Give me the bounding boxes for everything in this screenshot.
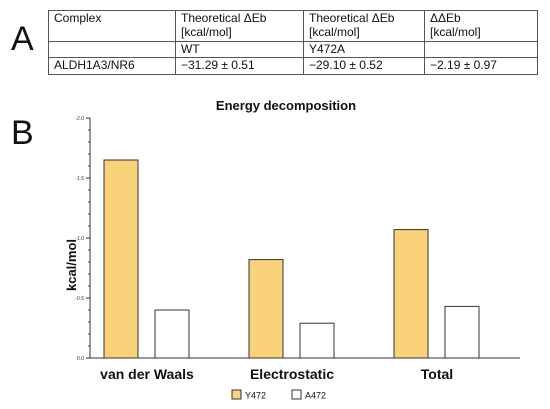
header-mut: Theoretical ΔEb [kcal/mol] — [303, 10, 425, 42]
cell-wt: −31.29 ± 0.51 — [175, 57, 304, 76]
table-row: ALDH1A3/NR6 −31.29 ± 0.51 −29.10 ± 0.52 … — [48, 57, 538, 76]
y-tick-label: 0.0 — [77, 356, 84, 362]
legend-swatch-a472 — [291, 389, 302, 400]
header-dd-unit: [kcal/mol] — [430, 24, 481, 39]
legend-label-a472: A472 — [305, 391, 326, 401]
subheader-empty — [48, 40, 176, 59]
header-mut-title: Theoretical ΔEb — [309, 11, 395, 25]
table-subheader-row: WT Y472A — [48, 40, 538, 59]
header-dd: ΔΔEb [kcal/mol] — [424, 10, 538, 42]
binding-energy-table: Complex Theoretical ΔEb [kcal/mol] Theor… — [48, 10, 538, 76]
header-wt-title: Theoretical ΔEb — [181, 11, 267, 25]
bars — [103, 159, 480, 359]
y-tick-label: -1.5 — [75, 176, 84, 182]
y-tick-label: -2.0 — [75, 116, 84, 122]
header-wt: Theoretical ΔEb [kcal/mol] — [175, 10, 304, 42]
subheader-dd — [424, 40, 538, 59]
table-header-row: Complex Theoretical ΔEb [kcal/mol] Theor… — [48, 10, 538, 42]
y-tick-label: -0.5 — [75, 296, 84, 302]
y-tick-label: -1.0 — [75, 236, 84, 242]
header-wt-unit: [kcal/mol] — [181, 24, 232, 39]
y-axis-label: kcal/mol — [64, 239, 79, 291]
cell-mut: −29.10 ± 0.52 — [303, 57, 425, 76]
x-category-label: Total — [421, 366, 453, 382]
legend-label-y472: Y472 — [245, 391, 266, 401]
cell-complex: ALDH1A3/NR6 — [48, 57, 176, 76]
legend: Y472 A472 — [231, 389, 326, 401]
chart-title: Energy decomposition — [216, 98, 356, 113]
subheader-wt: WT — [175, 40, 304, 59]
energy-decomposition-chart: Energy decomposition kcal/mol -2.0 -1.5 -1… — [64, 98, 520, 401]
category-labels: van der Waals Electrostatic Total — [100, 366, 453, 382]
legend-swatch-y472 — [231, 389, 242, 400]
bar-a472-0 — [154, 309, 190, 359]
panel-label-b: B — [11, 114, 34, 152]
cell-dd: −2.19 ± 0.97 — [424, 57, 538, 76]
header-complex: Complex — [48, 10, 176, 42]
bar-y472-1 — [248, 259, 284, 359]
bar-a472-1 — [299, 322, 335, 359]
subheader-mut: Y472A — [303, 40, 425, 59]
bar-y472-0 — [103, 159, 139, 359]
bar-y472-2 — [393, 229, 429, 359]
panel-label-a: A — [11, 20, 34, 58]
bar-a472-2 — [444, 305, 480, 359]
x-category-label: van der Waals — [100, 366, 194, 382]
header-dd-title: ΔΔEb — [430, 11, 461, 25]
x-category-label: Electrostatic — [250, 366, 334, 382]
header-mut-unit: [kcal/mol] — [309, 24, 360, 39]
